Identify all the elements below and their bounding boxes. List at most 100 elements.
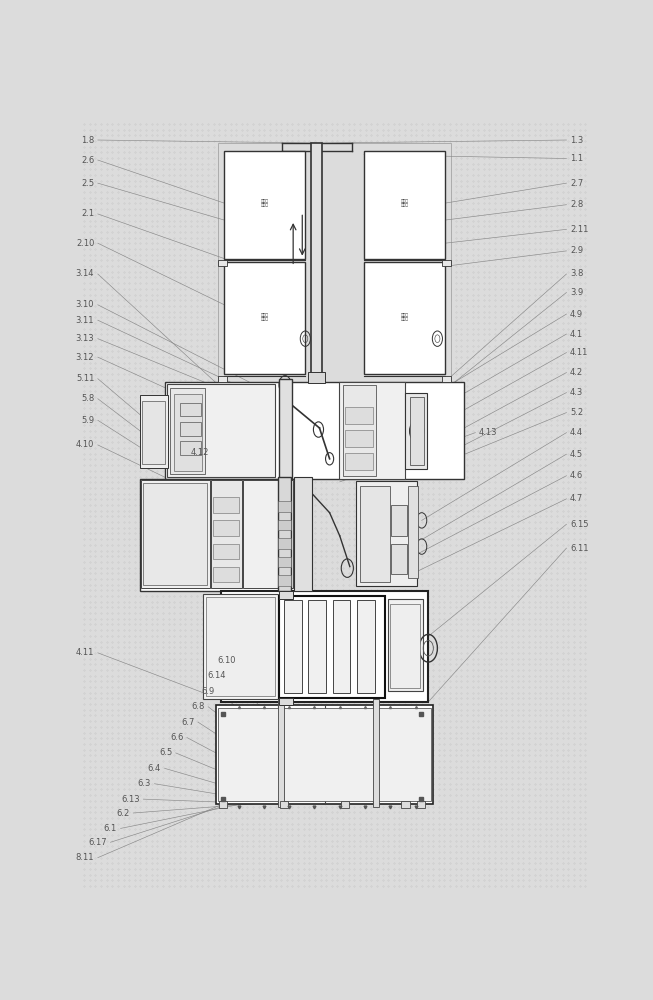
Bar	[140, 479, 296, 591]
Text: 2.8: 2.8	[570, 200, 583, 209]
Text: 储片台
控制箱: 储片台 控制箱	[400, 313, 408, 321]
Text: 4.1: 4.1	[570, 330, 583, 339]
Bar	[391, 505, 407, 536]
Text: 6.8: 6.8	[191, 702, 204, 711]
Bar	[357, 481, 417, 586]
Bar	[278, 538, 291, 549]
Bar	[357, 600, 375, 693]
Bar	[142, 401, 165, 464]
Text: 3.12: 3.12	[76, 353, 94, 362]
Bar	[311, 143, 322, 382]
Text: 8.11: 8.11	[76, 853, 94, 862]
Text: 6.1: 6.1	[104, 824, 117, 833]
Text: 6.7: 6.7	[181, 718, 195, 727]
Bar	[279, 698, 293, 705]
Text: 5.8: 5.8	[81, 394, 94, 403]
Text: 6.14: 6.14	[208, 671, 226, 680]
Bar	[278, 477, 291, 591]
Text: 3.10: 3.10	[76, 300, 94, 309]
Bar	[280, 801, 288, 808]
Bar	[225, 151, 306, 259]
Bar	[242, 480, 293, 588]
Bar	[409, 397, 424, 465]
Bar	[279, 379, 292, 479]
Text: 4.13: 4.13	[479, 428, 498, 437]
Text: 3.14: 3.14	[76, 269, 94, 278]
Text: 4.7: 4.7	[570, 494, 583, 503]
Bar	[165, 382, 464, 479]
Bar	[279, 596, 385, 698]
Text: 5.2: 5.2	[570, 408, 583, 417]
Bar	[140, 395, 168, 468]
Bar	[218, 376, 227, 382]
Bar	[442, 260, 451, 266]
Bar	[170, 388, 204, 474]
Text: 5.9: 5.9	[81, 416, 94, 425]
Bar	[284, 600, 302, 693]
Bar	[214, 543, 238, 559]
Text: 2.7: 2.7	[570, 179, 583, 188]
Bar	[279, 591, 293, 599]
Bar	[402, 801, 409, 808]
Text: 2.9: 2.9	[570, 246, 583, 255]
Text: 6.3: 6.3	[138, 779, 151, 788]
Text: 6.9: 6.9	[202, 687, 215, 696]
Text: 2.5: 2.5	[81, 179, 94, 188]
Text: 4.2: 4.2	[570, 368, 583, 377]
Text: 6.6: 6.6	[170, 733, 183, 742]
Bar	[408, 486, 418, 578]
Bar	[180, 403, 200, 416]
Bar	[404, 393, 427, 469]
Bar	[364, 151, 445, 259]
Bar	[278, 575, 291, 586]
Bar	[360, 486, 390, 582]
Text: 3.9: 3.9	[570, 288, 583, 297]
Text: 4.12: 4.12	[191, 448, 209, 457]
Text: 6.10: 6.10	[217, 656, 236, 665]
Text: 1.1: 1.1	[570, 154, 583, 163]
Bar	[295, 477, 312, 591]
Bar	[278, 699, 284, 807]
Text: 4.5: 4.5	[570, 450, 583, 459]
Text: 3.11: 3.11	[76, 316, 94, 325]
Bar	[308, 600, 326, 693]
Bar	[442, 376, 451, 382]
Bar	[218, 143, 451, 382]
Bar	[174, 394, 202, 471]
Text: 1.8: 1.8	[81, 136, 94, 145]
Bar	[308, 372, 325, 383]
Text: 2.1: 2.1	[81, 209, 94, 218]
Bar	[417, 801, 424, 808]
Bar	[206, 597, 276, 696]
Text: 6.5: 6.5	[159, 748, 172, 757]
Bar	[203, 594, 278, 699]
Bar	[215, 705, 434, 804]
Bar	[141, 480, 210, 588]
Text: 4.9: 4.9	[570, 310, 583, 319]
Bar	[221, 591, 428, 702]
Text: 4.10: 4.10	[76, 440, 94, 449]
Text: 储片台
控制箱: 储片台 控制箱	[261, 199, 269, 207]
Bar	[144, 483, 206, 585]
Text: 4.11: 4.11	[76, 648, 94, 657]
Text: 2.6: 2.6	[81, 156, 94, 165]
Bar	[278, 557, 291, 567]
Bar	[214, 520, 238, 536]
Bar	[339, 382, 404, 479]
Bar	[391, 544, 407, 574]
Bar	[364, 262, 445, 374]
Text: 6.17: 6.17	[88, 838, 107, 847]
Text: 储片台
控制箱: 储片台 控制箱	[400, 199, 408, 207]
Bar	[345, 453, 373, 470]
Bar	[373, 699, 379, 807]
Text: 6.4: 6.4	[148, 764, 161, 773]
Bar	[180, 422, 200, 436]
Text: 4.6: 4.6	[570, 471, 583, 480]
Text: 2.11: 2.11	[570, 225, 588, 234]
Bar	[345, 430, 373, 447]
Bar	[388, 599, 423, 691]
Text: 3.13: 3.13	[76, 334, 94, 343]
Text: 4.11: 4.11	[570, 348, 588, 357]
Text: 2.10: 2.10	[76, 239, 94, 248]
Text: 4.3: 4.3	[570, 388, 583, 397]
